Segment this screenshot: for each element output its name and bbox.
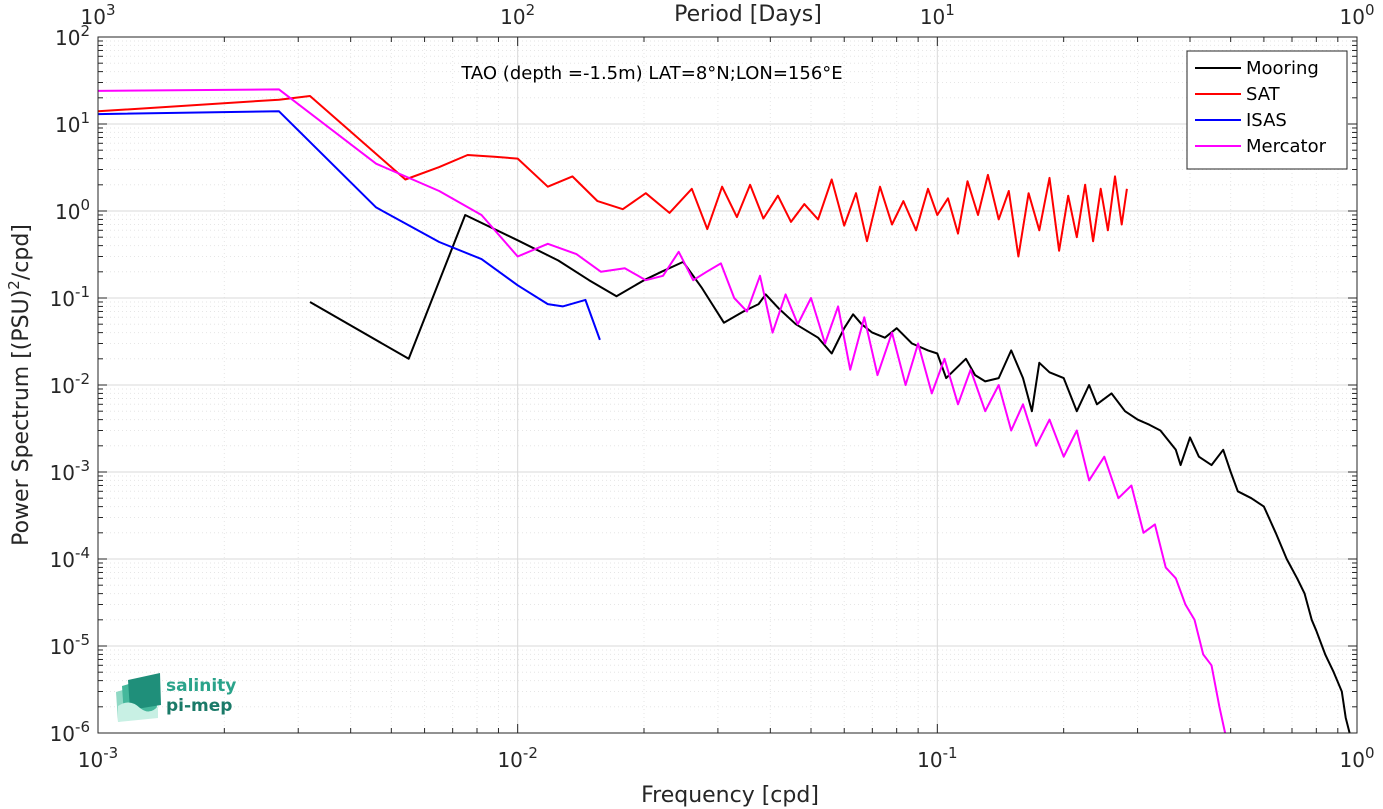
logo-waves-icon: [116, 673, 161, 722]
logo-line2: pi-mep: [166, 696, 232, 716]
top-tick-label: 100: [1340, 1, 1375, 29]
major-grid: [97, 36, 1358, 734]
top-x-tick-labels: 103 102 101 100: [81, 1, 1375, 29]
x-tick-label: 10-1: [917, 744, 957, 772]
y-tick-labels: 10-6 10-5 10-4 10-3 10-2 10-1 100 101 102: [50, 22, 90, 746]
x-tick-label: 100: [1340, 744, 1375, 772]
y-tick-label: 10-6: [50, 718, 90, 746]
legend-label-isas: ISAS: [1246, 110, 1287, 131]
legend-label-sat: SAT: [1246, 84, 1281, 105]
top-axis-title: Period [Days]: [674, 2, 822, 27]
y-tick-label: 101: [55, 109, 90, 137]
x-tick-label: 10-2: [497, 744, 537, 772]
y-tick-label: 10-1: [50, 283, 90, 311]
legend-label-mooring: Mooring: [1246, 58, 1319, 79]
series-layer: [97, 88, 1351, 734]
top-tick-label: 103: [81, 1, 116, 29]
salinity-pi-mep-logo: salinity pi-mep: [116, 673, 236, 722]
x-tick-label: 10-3: [78, 744, 118, 772]
series-line-mercator: [97, 88, 1227, 734]
series-line-mooring: [309, 214, 1351, 734]
legend-box: [1186, 50, 1348, 170]
y-axis-title: Power Spectrum [(PSU)2/cpd]: [5, 224, 34, 546]
series-line-sat: [97, 95, 1128, 258]
chart-annotation: TAO (depth =-1.5m) LAT=8°N;LON=156°E: [460, 63, 842, 84]
y-tick-label: 102: [55, 22, 90, 50]
x-tick-labels: 10-3 10-2 10-1 100: [78, 744, 1375, 772]
y-tick-label: 10-4: [50, 544, 90, 572]
y-tick-label: 10-2: [50, 370, 90, 398]
y-tick-label: 100: [55, 196, 90, 224]
legend: Mooring SAT ISAS Mercator: [1186, 50, 1348, 170]
y-tick-label: 10-3: [50, 457, 90, 485]
top-tick-label: 102: [500, 1, 535, 29]
tick-marks: [97, 36, 1358, 734]
x-axis-title: Frequency [cpd]: [641, 783, 819, 808]
logo-line1: salinity: [166, 676, 236, 696]
legend-label-mercator: Mercator: [1246, 136, 1327, 157]
y-tick-label: 10-5: [50, 631, 90, 659]
top-tick-label: 101: [920, 1, 955, 29]
series-line-isas: [97, 110, 601, 341]
